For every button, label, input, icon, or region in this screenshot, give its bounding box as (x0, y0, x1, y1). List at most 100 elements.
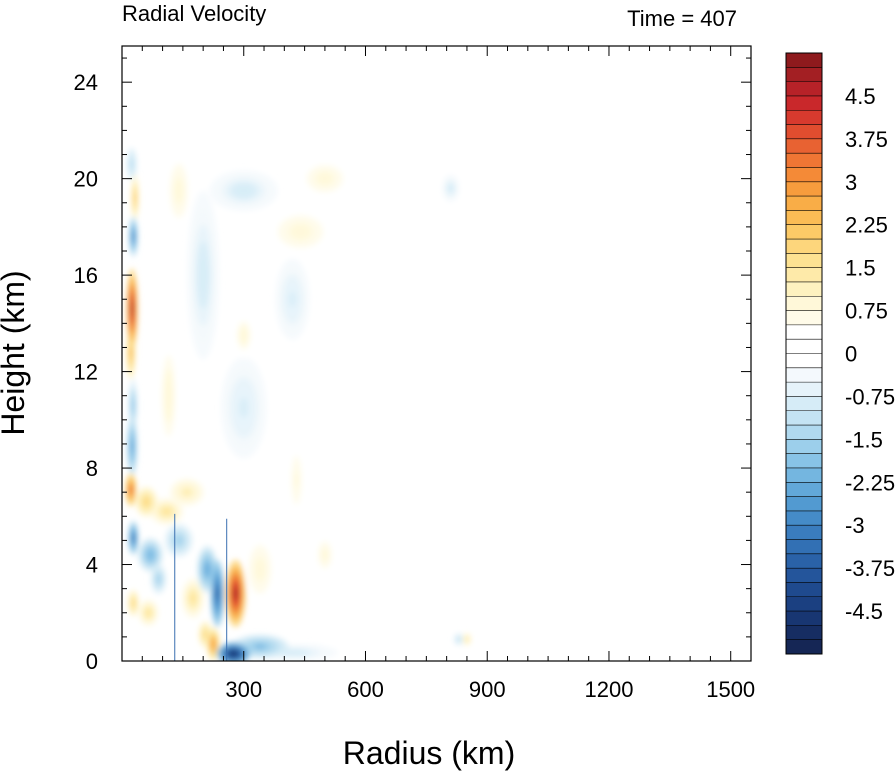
field-contour (146, 610, 151, 616)
colorbar: 4.5 3.75 3 2.25 1.5 0.75 0 -0.75 -1.5 -2.25 -3 -3.7… (785, 52, 895, 655)
field-contour (205, 564, 210, 575)
field-contour (283, 650, 302, 655)
field-contour (216, 586, 219, 601)
colorbar-tick-label: 4.5 (845, 84, 876, 109)
colorbar-tick-label: -4.5 (845, 599, 883, 624)
colorbar-swatch (786, 553, 822, 569)
colorbar-swatch (786, 138, 822, 154)
x-axis: 300 600 900 1200 1500 (141, 46, 755, 702)
colorbar-swatch (786, 425, 822, 440)
y-tick-label: 24 (74, 70, 98, 95)
colorbar-swatch (786, 67, 822, 82)
y-tick-label: 16 (74, 263, 98, 288)
colorbar-swatch (786, 281, 822, 297)
colorbar-swatch (786, 224, 822, 240)
field-contour (176, 183, 182, 198)
y-axis: 0 4 8 12 16 20 24 (74, 57, 751, 674)
x-tick-label: 1200 (584, 677, 633, 702)
colorbar-swatch (786, 525, 822, 540)
field-contour (132, 600, 135, 606)
field-contour (320, 175, 330, 183)
field-contour (465, 637, 468, 641)
field-contour (448, 185, 453, 191)
colorbar-tick-label: -3 (845, 513, 865, 538)
field-contour (294, 472, 299, 489)
colorbar-swatch (786, 210, 822, 226)
colorbar-tick-label: -0.75 (845, 384, 895, 409)
field-contour (294, 227, 307, 236)
colorbar-swatch (786, 181, 822, 197)
colorbar-swatch (786, 568, 822, 583)
colorbar-swatch (786, 596, 822, 612)
colorbar-swatch (786, 625, 822, 640)
x-tick-label: 300 (225, 677, 262, 702)
colorbar-swatch (786, 382, 822, 397)
plot-frame (121, 45, 752, 662)
field-contour (156, 575, 161, 583)
colorbar-tick-label: -3.75 (845, 556, 895, 581)
colorbar-tick-label: 1.5 (845, 256, 876, 281)
discontinuity-lines (174, 513, 228, 661)
field-contour (236, 186, 251, 195)
colorbar-swatch (786, 310, 822, 326)
colorbar-swatch (786, 153, 822, 168)
colorbar-swatch (786, 467, 822, 483)
field-contour (230, 651, 238, 657)
colorbar-swatch (786, 296, 822, 311)
field-contour (131, 300, 134, 317)
colorbar-swatch (786, 582, 822, 598)
field-contour (131, 399, 134, 411)
field-contour (203, 631, 207, 638)
field-contour (323, 551, 327, 559)
colorbar-tick-label: 0 (845, 342, 857, 367)
colorbar-swatch (786, 453, 822, 469)
colorbar-swatch (786, 110, 822, 125)
colorbar-tick-label: 3.75 (845, 127, 888, 152)
x-axis-label: Radius (km) (343, 735, 515, 771)
colorbar-swatch (786, 196, 822, 211)
field-contour (133, 193, 136, 203)
field-contour (130, 160, 133, 168)
field-contour (166, 382, 171, 410)
colorbar-swatch (786, 510, 822, 526)
colorbar-tick-label: -2.25 (845, 470, 895, 495)
colorbar-swatch (786, 611, 822, 626)
colorbar-swatch (786, 410, 822, 426)
colorbar-swatch (786, 496, 822, 512)
colorbar-swatch (786, 267, 822, 283)
field-contour (132, 534, 135, 542)
colorbar-swatch (786, 367, 822, 383)
field-contour (457, 637, 460, 641)
colorbar-swatch (786, 639, 822, 655)
y-axis-label: Height (km) (0, 270, 31, 435)
colorbar-tick-label: 3 (845, 170, 857, 195)
colorbar-swatch (786, 167, 822, 183)
field-contour (257, 563, 263, 576)
colorbar-swatch (786, 95, 822, 111)
x-tick-label: 600 (347, 677, 384, 702)
colorbar-swatch (786, 396, 822, 412)
chart-title-right: Time = 407 (627, 6, 737, 31)
field-contour (233, 586, 238, 601)
colorbar-swatch (786, 324, 822, 340)
field-contour (254, 644, 266, 649)
colorbar-tick-label: -1.5 (845, 427, 883, 452)
field-contour (131, 440, 134, 453)
field-contour (147, 551, 153, 559)
y-tick-label: 8 (86, 456, 98, 481)
y-tick-label: 12 (74, 360, 98, 385)
colorbar-swatch (786, 124, 822, 140)
colorbar-swatch (786, 253, 822, 268)
y-tick-label: 0 (86, 649, 98, 674)
colorbar-tick-label: 2.25 (845, 213, 888, 238)
field-contour (190, 594, 196, 603)
field-contour (132, 232, 135, 241)
colorbar-swatch (786, 339, 822, 354)
colorbar-frame (785, 52, 823, 655)
colorbar-swatch (786, 539, 822, 555)
y-tick-label: 4 (86, 553, 98, 578)
field-contour (183, 489, 191, 495)
colorbar-swatch (786, 482, 822, 497)
field-contour (144, 498, 149, 505)
